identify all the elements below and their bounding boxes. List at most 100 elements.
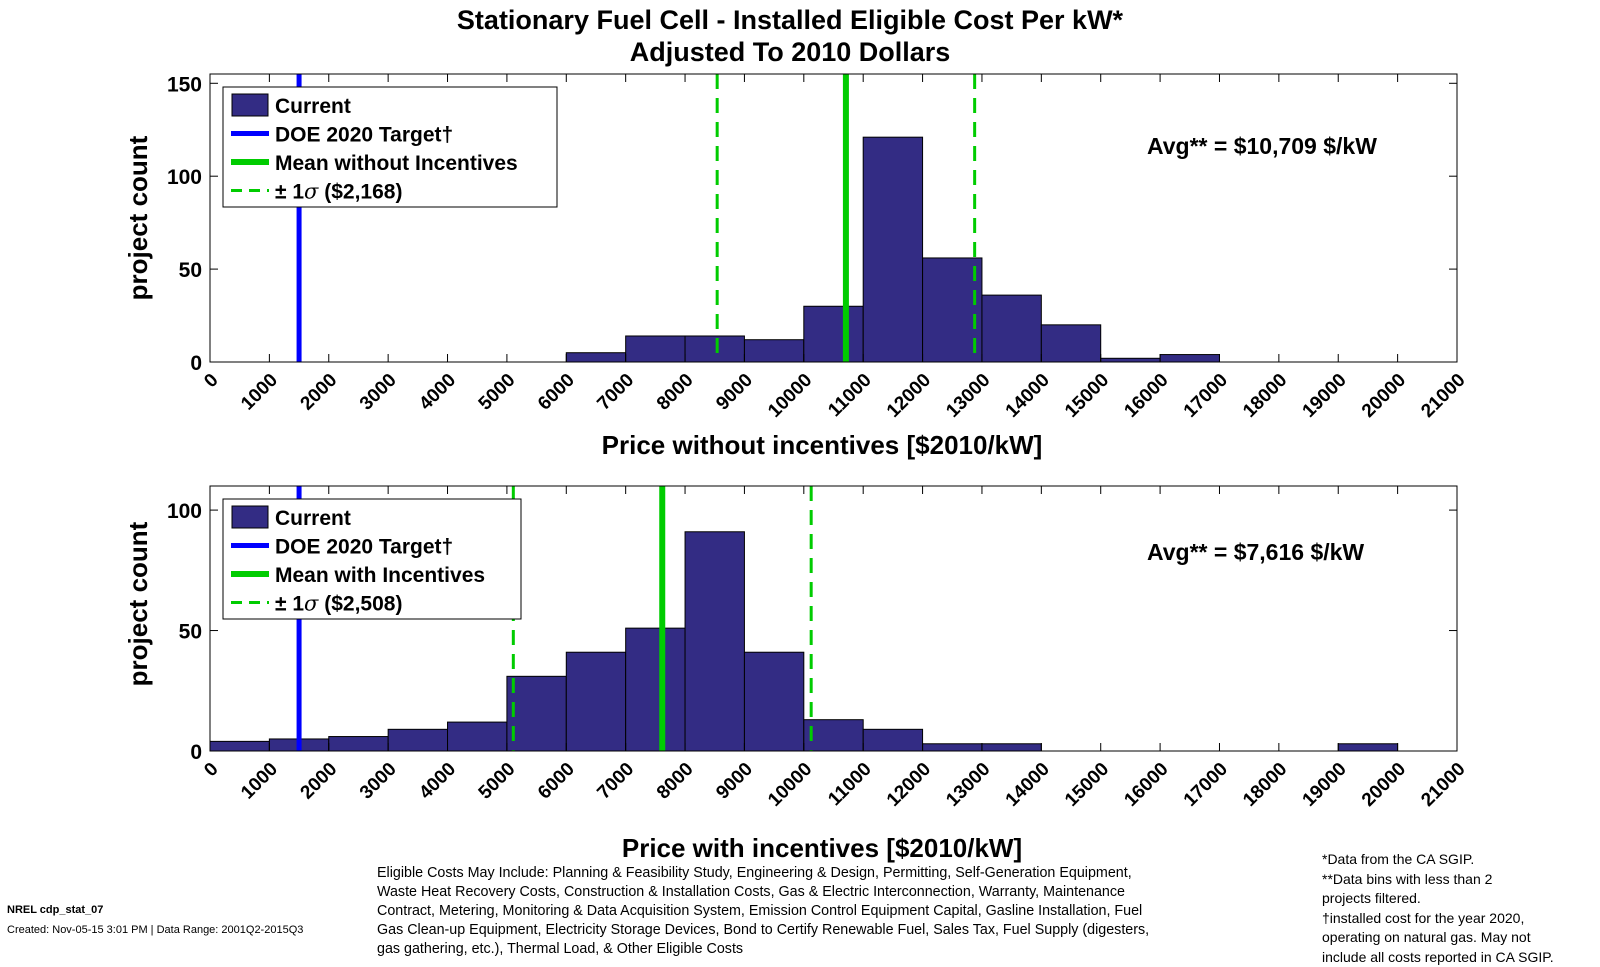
footer-notes: *Data from the CA SGIP. **Data bins with… xyxy=(1322,850,1584,967)
y-tick-label: 100 xyxy=(167,166,202,189)
x-tick-label: 0 xyxy=(200,370,222,392)
x-tick-label: 3000 xyxy=(356,370,401,415)
legend-sigma-symbol: σ xyxy=(304,180,319,204)
x-tick-label: 18000 xyxy=(1239,370,1291,422)
legend-sigma-symbol: σ xyxy=(304,592,319,616)
x-tick-label: 19000 xyxy=(1299,759,1351,811)
legend-label-mean: Mean without Incentives xyxy=(275,152,518,175)
x-tick-label: 1000 xyxy=(237,370,282,415)
histogram-bar xyxy=(685,532,744,751)
footer-note-line: *Data from the CA SGIP. xyxy=(1322,850,1584,870)
x-tick-label: 5000 xyxy=(475,370,520,415)
legend-label-target: DOE 2020 Target† xyxy=(275,536,453,559)
histogram-bar xyxy=(804,306,863,362)
histogram-bar xyxy=(1041,325,1100,362)
x-tick-label: 9000 xyxy=(712,370,757,415)
histogram-bar xyxy=(210,741,269,751)
x-tick-label: 3000 xyxy=(356,759,401,804)
x-tick-label: 13000 xyxy=(942,370,994,422)
x-tick-label: 11000 xyxy=(824,370,875,421)
legend-sigma-prefix: ± 1 xyxy=(275,181,304,204)
x-tick-label: 20000 xyxy=(1358,759,1410,811)
legend-swatch-current xyxy=(232,506,268,528)
histogram-bar xyxy=(1160,355,1219,362)
x-axis-label: Price without incentives [$2010/kW] xyxy=(602,430,1043,460)
x-tick-label: 14000 xyxy=(1002,370,1054,422)
footer-note-line: operating on natural gas. May not xyxy=(1322,928,1584,948)
footer-costs-line: gas gathering, etc.), Thermal Load, & Ot… xyxy=(377,940,1262,959)
x-tick-label: 4000 xyxy=(415,370,460,415)
x-tick-label: 6000 xyxy=(534,759,579,804)
footer-note-line: projects filtered. xyxy=(1322,889,1584,909)
footer-id: NREL cdp_stat_07 xyxy=(7,904,103,916)
x-tick-label: 15000 xyxy=(1061,759,1113,811)
x-tick-label: 10000 xyxy=(764,370,816,422)
histogram-bar xyxy=(1338,744,1397,751)
histogram-bar xyxy=(566,652,625,751)
x-tick-label: 19000 xyxy=(1299,370,1351,422)
x-tick-label: 8000 xyxy=(653,759,698,804)
x-axis-label: Price with incentives [$2010/kW] xyxy=(622,833,1022,863)
x-tick-label: 14000 xyxy=(1002,759,1054,811)
legend: Current DOE 2020 Target† Mean with Incenti… xyxy=(223,499,521,619)
x-tick-label: 17000 xyxy=(1180,759,1232,811)
histogram-bar xyxy=(863,729,922,751)
footer-costs-line: Contract, Metering, Monitoring & Data Ac… xyxy=(377,902,1262,921)
legend-label-current: Current xyxy=(275,95,351,118)
x-tick-label: 8000 xyxy=(653,370,698,415)
x-tick-label: 2000 xyxy=(297,370,342,415)
legend: Current DOE 2020 Target† Mean without Ince… xyxy=(223,87,557,207)
y-axis-label: project count xyxy=(123,135,153,300)
figure-title-line1: Stationary Fuel Cell - Installed Eligibl… xyxy=(457,5,1124,35)
legend-swatch-current xyxy=(232,94,268,116)
y-tick-label: 50 xyxy=(179,621,202,644)
histogram-bar xyxy=(566,353,625,362)
legend-label-current: Current xyxy=(275,507,351,530)
y-tick-label: 100 xyxy=(167,500,202,523)
x-tick-label: 16000 xyxy=(1120,370,1172,422)
figure-title-line2: Adjusted To 2010 Dollars xyxy=(630,37,951,67)
footer-created: Created: Nov-05-15 3:01 PM | Data Range:… xyxy=(7,924,303,936)
y-tick-label: 150 xyxy=(167,73,202,96)
x-tick-label: 12000 xyxy=(883,370,935,422)
y-tick-label: 0 xyxy=(190,352,202,375)
legend-label-mean: Mean with Incentives xyxy=(275,564,485,587)
histogram-bar xyxy=(685,336,744,362)
histogram-bar xyxy=(982,295,1041,362)
legend-label-sigma: ± 1σ ($2,508) xyxy=(275,592,402,616)
x-tick-label: 5000 xyxy=(475,759,520,804)
x-tick-label: 17000 xyxy=(1180,370,1232,422)
x-tick-label: 18000 xyxy=(1239,759,1291,811)
histogram-bar xyxy=(982,744,1041,751)
x-tick-label: 11000 xyxy=(824,759,875,810)
histogram-bar xyxy=(507,676,566,751)
x-tick-label: 2000 xyxy=(297,759,342,804)
histogram-bar xyxy=(329,737,388,751)
histogram-bar xyxy=(1101,358,1160,362)
x-tick-label: 21000 xyxy=(1417,370,1469,422)
histogram-bar xyxy=(626,628,685,751)
histogram-bar xyxy=(626,336,685,362)
x-tick-label: 12000 xyxy=(883,759,935,811)
x-tick-label: 6000 xyxy=(534,370,579,415)
histogram-bar xyxy=(744,652,803,751)
y-axis-label: project count xyxy=(123,521,153,686)
footer-costs-line: Waste Heat Recovery Costs, Construction … xyxy=(377,883,1262,902)
x-tick-label: 1000 xyxy=(237,759,282,804)
x-tick-label: 13000 xyxy=(942,759,994,811)
legend-label-target: DOE 2020 Target† xyxy=(275,124,453,147)
histogram-bar xyxy=(863,137,922,362)
y-tick-label: 50 xyxy=(179,259,202,282)
histogram-bar xyxy=(388,729,447,751)
x-tick-label: 0 xyxy=(200,759,222,781)
x-tick-label: 20000 xyxy=(1358,370,1410,422)
x-tick-label: 21000 xyxy=(1417,759,1469,811)
footer-note-line: **Data bins with less than 2 xyxy=(1322,870,1584,890)
average-annotation: Avg** = $10,709 $/kW xyxy=(1147,133,1377,159)
x-tick-label: 4000 xyxy=(415,759,460,804)
histogram-bar xyxy=(923,744,982,751)
histogram-bar xyxy=(744,340,803,362)
